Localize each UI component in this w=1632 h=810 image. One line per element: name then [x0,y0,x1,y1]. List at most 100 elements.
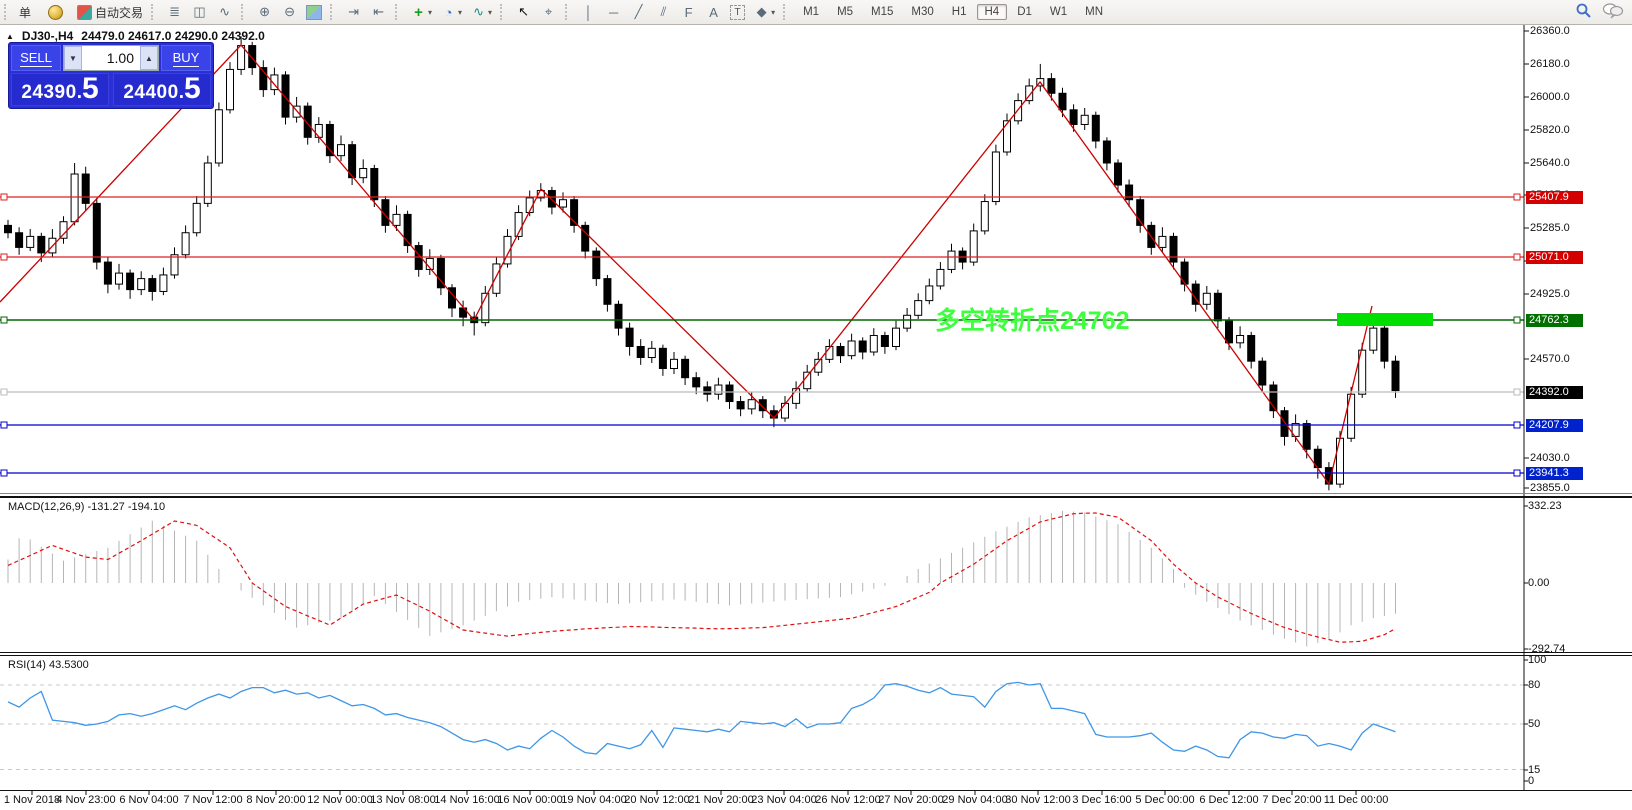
auto-scroll-button[interactable]: ⇤ [366,2,391,22]
timeframe-h4[interactable]: H4 [976,4,1008,20]
timeframe-m1[interactable]: M1 [803,6,820,18]
sell-price[interactable]: 24390 . 5 [11,73,109,106]
channel-icon: ⫽ [660,4,667,19]
candle-body [359,168,368,179]
toolbar-grip[interactable] [151,4,158,20]
buy-price[interactable]: 24400 . 5 [113,73,211,106]
timeframe-m5[interactable]: M5 [837,6,854,18]
search-icon[interactable] [1575,2,1592,19]
dropdown-arrow-icon[interactable]: ▾ [428,7,433,17]
timeframe-mn[interactable]: MN [1085,6,1104,18]
candle-body [1202,292,1211,305]
buy-price-frac: 5 [183,72,201,105]
toolbar-grip[interactable] [330,4,337,20]
price-tick-label: 24030.0 [1530,452,1570,464]
timeframe-h1[interactable]: H1 [951,6,967,18]
panel-separator[interactable] [0,496,1632,498]
candle-body [337,144,345,157]
zoom-out-button[interactable]: ⊖ [277,2,302,22]
new-order-button[interactable]: 订单 [15,2,70,22]
candle-body [636,345,645,359]
toolbar-grip[interactable] [395,4,402,20]
candle-body [314,123,323,138]
expert-advisor-icon [77,4,92,20]
buy-button[interactable]: BUY [161,45,211,71]
bars-chart-button[interactable]: ≣ [162,2,187,22]
collapse-panel-icon[interactable]: ▲ [6,31,14,41]
sell-button[interactable]: SELL [11,45,61,71]
indicators-icon: ∿ [473,4,484,19]
candle-body [181,232,190,256]
price-tick-label: 25820.0 [1530,124,1570,136]
candle-body [137,278,146,291]
text-button[interactable]: A [701,2,726,22]
timeframe-w1[interactable]: W1 [1049,6,1068,18]
tile-windows-button[interactable]: ▦ [302,2,326,22]
panel-separator[interactable] [0,652,1632,653]
macd-label: MACD(12,26,9) -131.27 -194.10 [8,501,166,513]
volume-up-button[interactable]: ▲ [140,46,158,70]
new-order-label: 订单 [19,5,32,20]
toolbar-icon-groups: ≣◫∿⊕⊖▦⇥⇤+▾◔▾∿▾↖⌖│─╱⫽FAT◆▾ [147,2,779,22]
candle-body [348,144,357,179]
shapes-button[interactable]: ◆ ▾ [749,2,779,22]
candle-body [514,212,523,237]
channel-button[interactable]: ⫽ [651,2,676,22]
candle-body [692,377,701,388]
dropdown-arrow-icon[interactable]: ▾ [771,7,776,17]
candle-body [1003,120,1011,153]
candle-body [481,292,490,324]
dropdown-arrow-icon[interactable]: ▾ [488,7,493,17]
vertical-line-icon: │ [584,4,593,20]
candle-body [248,45,257,69]
candle-body [603,278,612,305]
candle-body [26,235,35,248]
autotrade-button[interactable]: 自动交易 [70,2,147,22]
bid-line-24392-anchor [1513,388,1521,396]
zoom-in-icon: ⊕ [259,4,270,19]
volume-down-button[interactable]: ▼ [64,46,82,70]
panel-separator[interactable] [0,493,1632,494]
periods-button[interactable]: ◔ ▾ [436,2,466,22]
candle-body [758,399,767,412]
toolbar-grip[interactable] [500,4,507,20]
indicators-button[interactable]: ∿ ▾ [466,2,496,22]
toolbar-grip[interactable] [4,4,11,20]
price-tag-25071.0: 25071.0 [1526,250,1583,264]
zoom-in-button[interactable]: ⊕ [252,2,277,22]
line-chart-button[interactable]: ∿ [212,2,237,22]
symbol-period: DJ30-,H4 [21,29,74,43]
toolbar-grip[interactable] [565,4,572,20]
candle-body [592,250,601,280]
macd-signal-line [7,512,1396,643]
candle-body [547,190,556,208]
fibonacci-button[interactable]: F [676,2,701,22]
timeframe-m15[interactable]: M15 [871,6,894,18]
label-button[interactable]: T [726,2,749,22]
cursor-button[interactable]: ↖ [511,2,536,22]
time-label: 21 Nov 20:00 [688,794,754,806]
vertical-line-button[interactable]: │ [576,2,601,22]
candle-body [681,358,690,379]
dropdown-arrow-icon[interactable]: ▾ [458,7,463,17]
price-tick-label: 25640.0 [1530,157,1570,169]
candle-body [1269,384,1278,412]
toolbar-grip[interactable] [783,4,790,20]
horizontal-line-button[interactable]: ─ [601,2,626,22]
toolbar-grip[interactable] [241,4,248,20]
candle-body [37,235,46,254]
timeframe-m30[interactable]: M30 [911,6,934,18]
periods-icon: ◔ [444,4,453,20]
trendline-button[interactable]: ╱ [626,2,651,22]
new-chart-icon: + [414,3,423,21]
chart-shift-button[interactable]: ⇥ [341,2,366,22]
crosshair-button[interactable]: ⌖ [536,2,561,22]
new-chart-button[interactable]: + ▾ [406,2,436,22]
candle-body [1391,360,1400,392]
chat-icon[interactable] [1602,2,1624,19]
candles-chart-button[interactable]: ◫ [187,2,212,22]
timeframe-d1[interactable]: D1 [1017,6,1032,18]
panel-separator[interactable] [0,655,1632,656]
volume-input[interactable]: 1.00 [106,50,134,66]
